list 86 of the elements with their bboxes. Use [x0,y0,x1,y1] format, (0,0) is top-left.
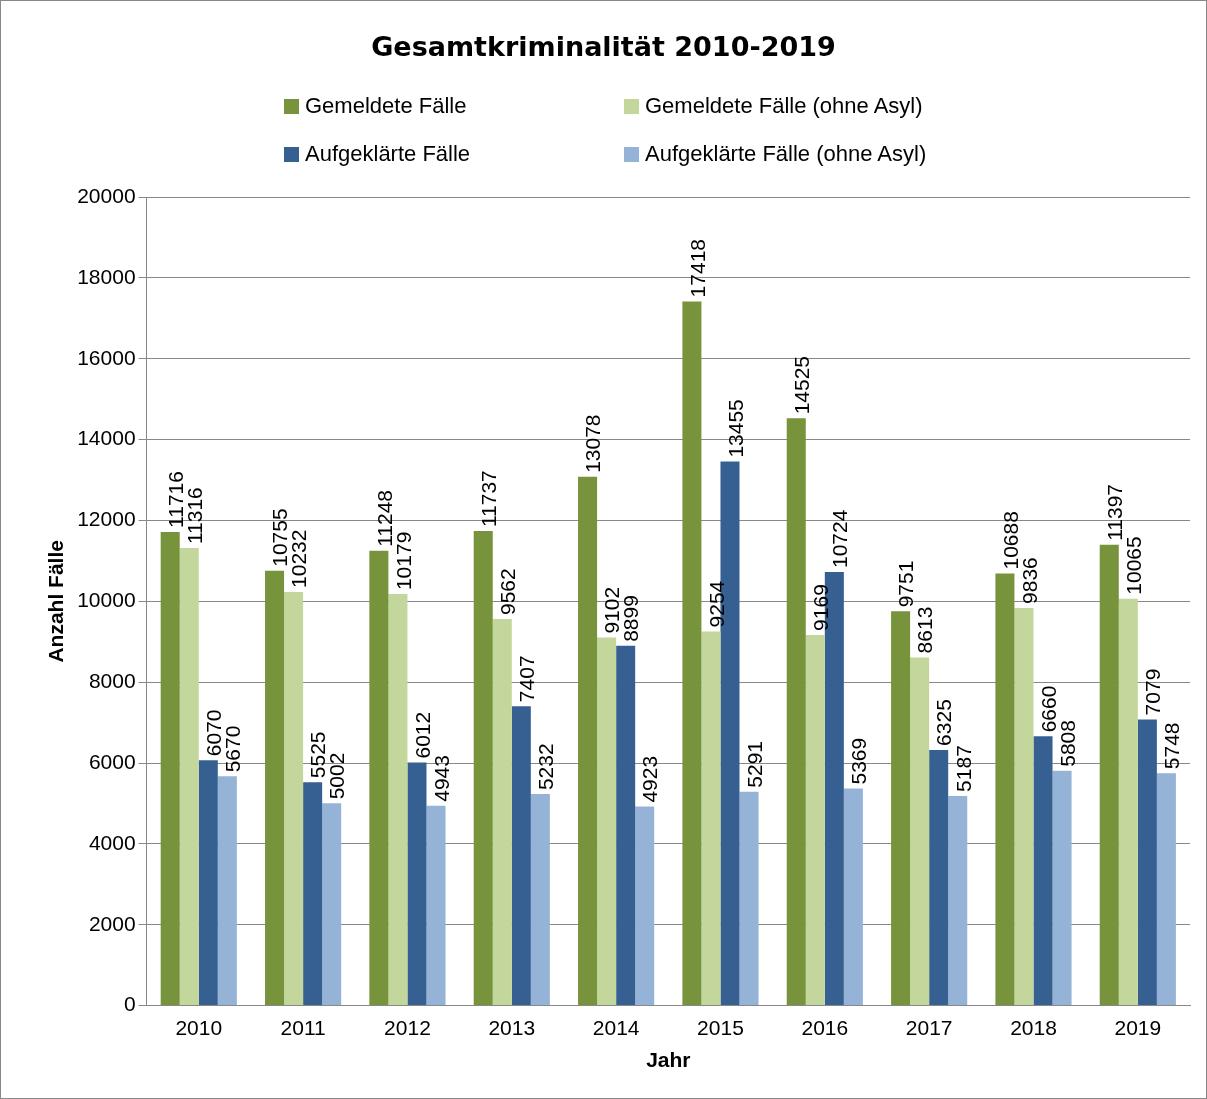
data-label: 9562 [496,568,520,616]
bar [530,794,550,1006]
bar [891,611,911,1006]
bar [910,657,930,1006]
y-tick-label: 10000 [77,588,136,612]
data-label: 7407 [515,655,539,703]
bar [597,637,617,1006]
data-label: 5291 [742,740,766,788]
bar [492,619,512,1006]
bar [303,782,323,1006]
x-tick-label: 2010 [175,1016,223,1039]
x-tick-label: 2017 [905,1016,953,1039]
y-tick-label: 16000 [77,345,136,369]
data-label: 14525 [790,355,814,415]
y-tick-label: 14000 [77,426,136,450]
bar [265,570,285,1006]
data-label: 7079 [1141,668,1165,716]
y-tick-label: 18000 [77,264,136,288]
y-tick-label: 20000 [77,183,136,207]
data-label: 5748 [1160,722,1184,770]
bar [473,531,493,1006]
bar [578,476,598,1006]
bar [1118,598,1138,1006]
bar [1014,607,1034,1006]
data-label: 11737 [477,470,501,528]
chart-title: Gesamtkriminalität 2010-2019 [370,31,837,62]
bar [426,805,446,1006]
data-label: 13455 [723,399,747,458]
data-label: 17418 [685,238,709,298]
x-axis-title: Jahr [646,1048,691,1072]
x-tick-label: 2013 [488,1016,536,1039]
bar [616,645,636,1006]
bar [1137,719,1157,1006]
data-label: 9254 [704,580,728,628]
data-label: 8613 [913,606,937,654]
y-tick-label: 12000 [77,507,136,531]
x-tick-label: 2015 [697,1016,744,1039]
y-tick-label: 6000 [88,749,136,773]
legend-label: Aufgeklärte Fälle (ohne Asyl) [645,141,927,167]
bar [739,791,759,1006]
bar [805,634,825,1006]
bar [995,573,1015,1006]
data-label: 5232 [534,743,558,791]
legend-label: Aufgeklärte Fälle [305,141,471,167]
legend-label: Gemeldete Fälle [305,93,467,119]
y-tick-label: 4000 [88,830,136,854]
x-tick-label: 2014 [592,1016,640,1039]
y-axis-title: Anzahl Fälle [44,540,68,663]
bar [179,548,199,1006]
data-label: 13078 [581,414,605,473]
bar [198,760,218,1006]
x-tick-label: 2012 [384,1016,431,1039]
bar [217,776,237,1006]
bar [948,795,968,1006]
bar [1033,736,1053,1006]
bar [701,631,721,1006]
bar [369,550,389,1006]
data-label: 10724 [828,509,852,569]
data-label: 9169 [809,584,833,631]
y-tick-label: 2000 [88,911,136,935]
x-tick-label: 2011 [280,1016,326,1039]
y-tick-label: 8000 [88,668,136,692]
bar [635,806,655,1006]
bar [407,762,427,1006]
data-label: 5369 [847,737,871,785]
y-tick-label: 0 [123,992,136,1016]
x-tick-label: 2019 [1114,1016,1162,1039]
bar [322,803,342,1006]
x-tick-label: 2016 [801,1016,849,1039]
bar [160,531,180,1006]
bar [843,788,863,1006]
bar [511,706,531,1006]
bar [388,594,408,1006]
data-label: 6325 [932,699,956,746]
data-label: 9751 [894,560,918,608]
bar [1156,773,1176,1006]
legend-label: Gemeldete Fälle (ohne Asyl) [645,93,923,119]
bar [929,749,949,1006]
bar [1099,544,1119,1006]
bar [786,418,806,1006]
bar [284,591,304,1006]
bar [682,301,702,1006]
x-tick-label: 2018 [1010,1016,1057,1039]
bar [1052,770,1072,1006]
data-label: 5187 [951,745,975,792]
data-label: 4923 [638,755,662,803]
